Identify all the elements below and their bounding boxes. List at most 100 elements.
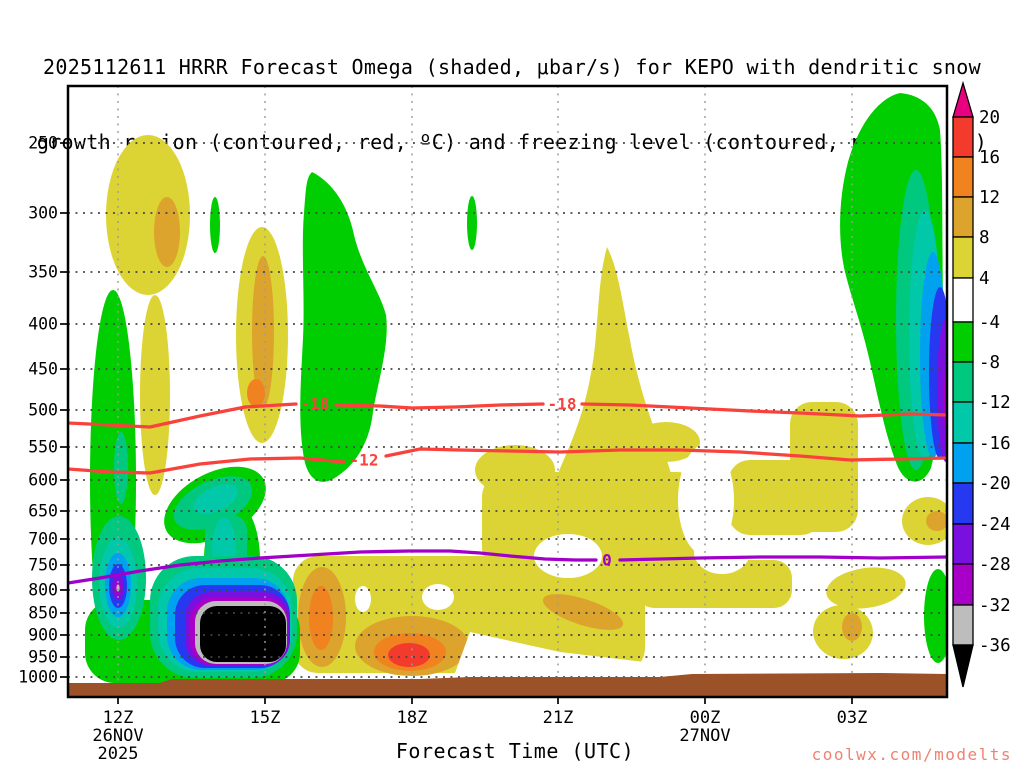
y-axis: 250 300 350 400 450 500 550 600 650 700 750 800 850 9…: [18, 134, 67, 687]
colorbar-label--12: -12: [979, 393, 1011, 413]
colorbar-label--20: -20: [979, 474, 1011, 494]
date-annotation: 2025: [98, 744, 139, 764]
y-tick-label-250: 250: [28, 134, 58, 153]
contour-label: -18: [548, 395, 577, 414]
y-tick-label-1000: 1000: [18, 668, 58, 687]
shaded-region-white: [422, 584, 454, 610]
colorbar-segment: [952, 523, 974, 565]
date-annotation: 26NOV: [92, 726, 143, 746]
shaded-region-green: [300, 172, 387, 482]
shaded-region-green: [467, 196, 477, 250]
shaded-region-yellow: [790, 402, 858, 532]
shaded-region-red: [388, 643, 430, 667]
contour-line: [580, 402, 947, 418]
shaded-region-orange: [309, 586, 333, 650]
contour-label: 0: [602, 551, 612, 570]
shaded-region-white: [455, 632, 645, 673]
y-tick-label-750: 750: [28, 556, 58, 575]
shaded-region-green: [210, 197, 220, 253]
colorbar-segment: [952, 442, 974, 484]
y-tick-label-550: 550: [28, 438, 58, 457]
chart-title-line1: 2025112611 HRRR Forecast Omega (shaded, …: [43, 55, 981, 79]
y-tick-label-800: 800: [28, 581, 58, 600]
shaded-region-yellow: [632, 422, 700, 462]
colorbar-label-20: 20: [979, 108, 1000, 128]
y-tick-label-900: 900: [28, 626, 58, 645]
y-tick-label-500: 500: [28, 401, 58, 420]
colorbar-label-12: 12: [979, 188, 1000, 208]
colorbar-label--16: -16: [979, 434, 1011, 454]
colorbar-segment: [952, 116, 974, 158]
colorbar-label-16: 16: [979, 148, 1000, 168]
shaded-region-yellow: [475, 445, 555, 495]
contour-label: -18: [301, 395, 330, 414]
plot-border: [66, 84, 949, 699]
shaded-region-yellow: [902, 497, 947, 545]
y-tick-label-700: 700: [28, 530, 58, 549]
shaded-region-gray: [116, 584, 120, 592]
contour-line: [618, 555, 947, 562]
colorbar-label--36: -36: [979, 636, 1011, 656]
colorbar-segment: [952, 156, 974, 198]
shaded-region-green: [924, 569, 947, 663]
x-tick-label-15Z: 15Z: [250, 708, 281, 728]
shaded-region-white: [678, 444, 734, 556]
contour-line: [384, 447, 947, 462]
shaded-region-white: [355, 586, 371, 612]
colorbar-segment: [952, 361, 974, 403]
shaded-region-black: [200, 606, 286, 662]
shaded-region-turquoise: [193, 484, 239, 514]
x-tick-label-00Z: 00Z: [690, 708, 721, 728]
x-tick-label-12Z: 12Z: [103, 708, 134, 728]
y-tick-label-850: 850: [28, 604, 58, 623]
contour-label: -12: [350, 451, 379, 470]
colorbar-label--32: -32: [979, 596, 1011, 616]
shaded-region-orange: [247, 379, 265, 407]
colorbar-segment: [952, 236, 974, 279]
x-tick-label-21Z: 21Z: [543, 708, 574, 728]
shaded-region-yellow: [140, 295, 170, 495]
colorbar-segment: [952, 563, 974, 606]
contour-dendritic-growth-minus12: -12: [68, 447, 947, 475]
x-axis-title: Forecast Time (UTC): [395, 739, 635, 763]
shaded-region-yellow: [826, 567, 906, 609]
y-tick-label-650: 650: [28, 502, 58, 521]
colorbar-label--8: -8: [979, 353, 1000, 373]
contour-line: [68, 456, 346, 475]
colorbar-segment: [952, 277, 974, 323]
shaded-region-amber: [154, 197, 180, 267]
shaded-region-amber: [926, 511, 947, 531]
terrain-band: [68, 673, 947, 696]
contour-line: [68, 402, 298, 429]
contour-line: [334, 402, 545, 410]
y-tick-label-950: 950: [28, 648, 58, 667]
colorbar-segment: [952, 321, 974, 363]
colorbar-label--4: -4: [979, 313, 1000, 333]
shaded-region-amber: [542, 594, 624, 630]
y-tick-label-600: 600: [28, 471, 58, 490]
shaded-region-amber: [252, 256, 274, 408]
x-tick-label-18Z: 18Z: [397, 708, 428, 728]
y-tick-label-450: 450: [28, 360, 58, 379]
colorbar-segment: [952, 196, 974, 238]
y-tick-label-300: 300: [28, 204, 58, 223]
colorbar-label-8: 8: [979, 228, 990, 248]
shaded-region-yellow: [636, 560, 792, 608]
colorbar-label--28: -28: [979, 555, 1011, 575]
contour-line: [68, 549, 598, 585]
shaded-omega-field: [85, 93, 947, 683]
contour-freezing-level-0: 0: [68, 549, 947, 585]
colorbar-over-arrow: [952, 80, 974, 118]
watermark-text: coolwx.com/modelts: [811, 745, 1012, 764]
colorbar-under-arrow: [952, 644, 974, 688]
colorbar-label-4: 4: [979, 269, 990, 289]
shaded-region-white: [534, 534, 602, 578]
date-annotation: 27NOV: [679, 726, 730, 746]
colorbar-segment: [952, 604, 974, 646]
contour-dendritic-growth-minus18: -18 -18: [68, 395, 947, 429]
y-tick-label-350: 350: [28, 263, 58, 282]
colorbar: 20 16 12 8 4 -4 -8 -12 -16 -20 -24 -28 -32 -36: [952, 80, 1011, 688]
